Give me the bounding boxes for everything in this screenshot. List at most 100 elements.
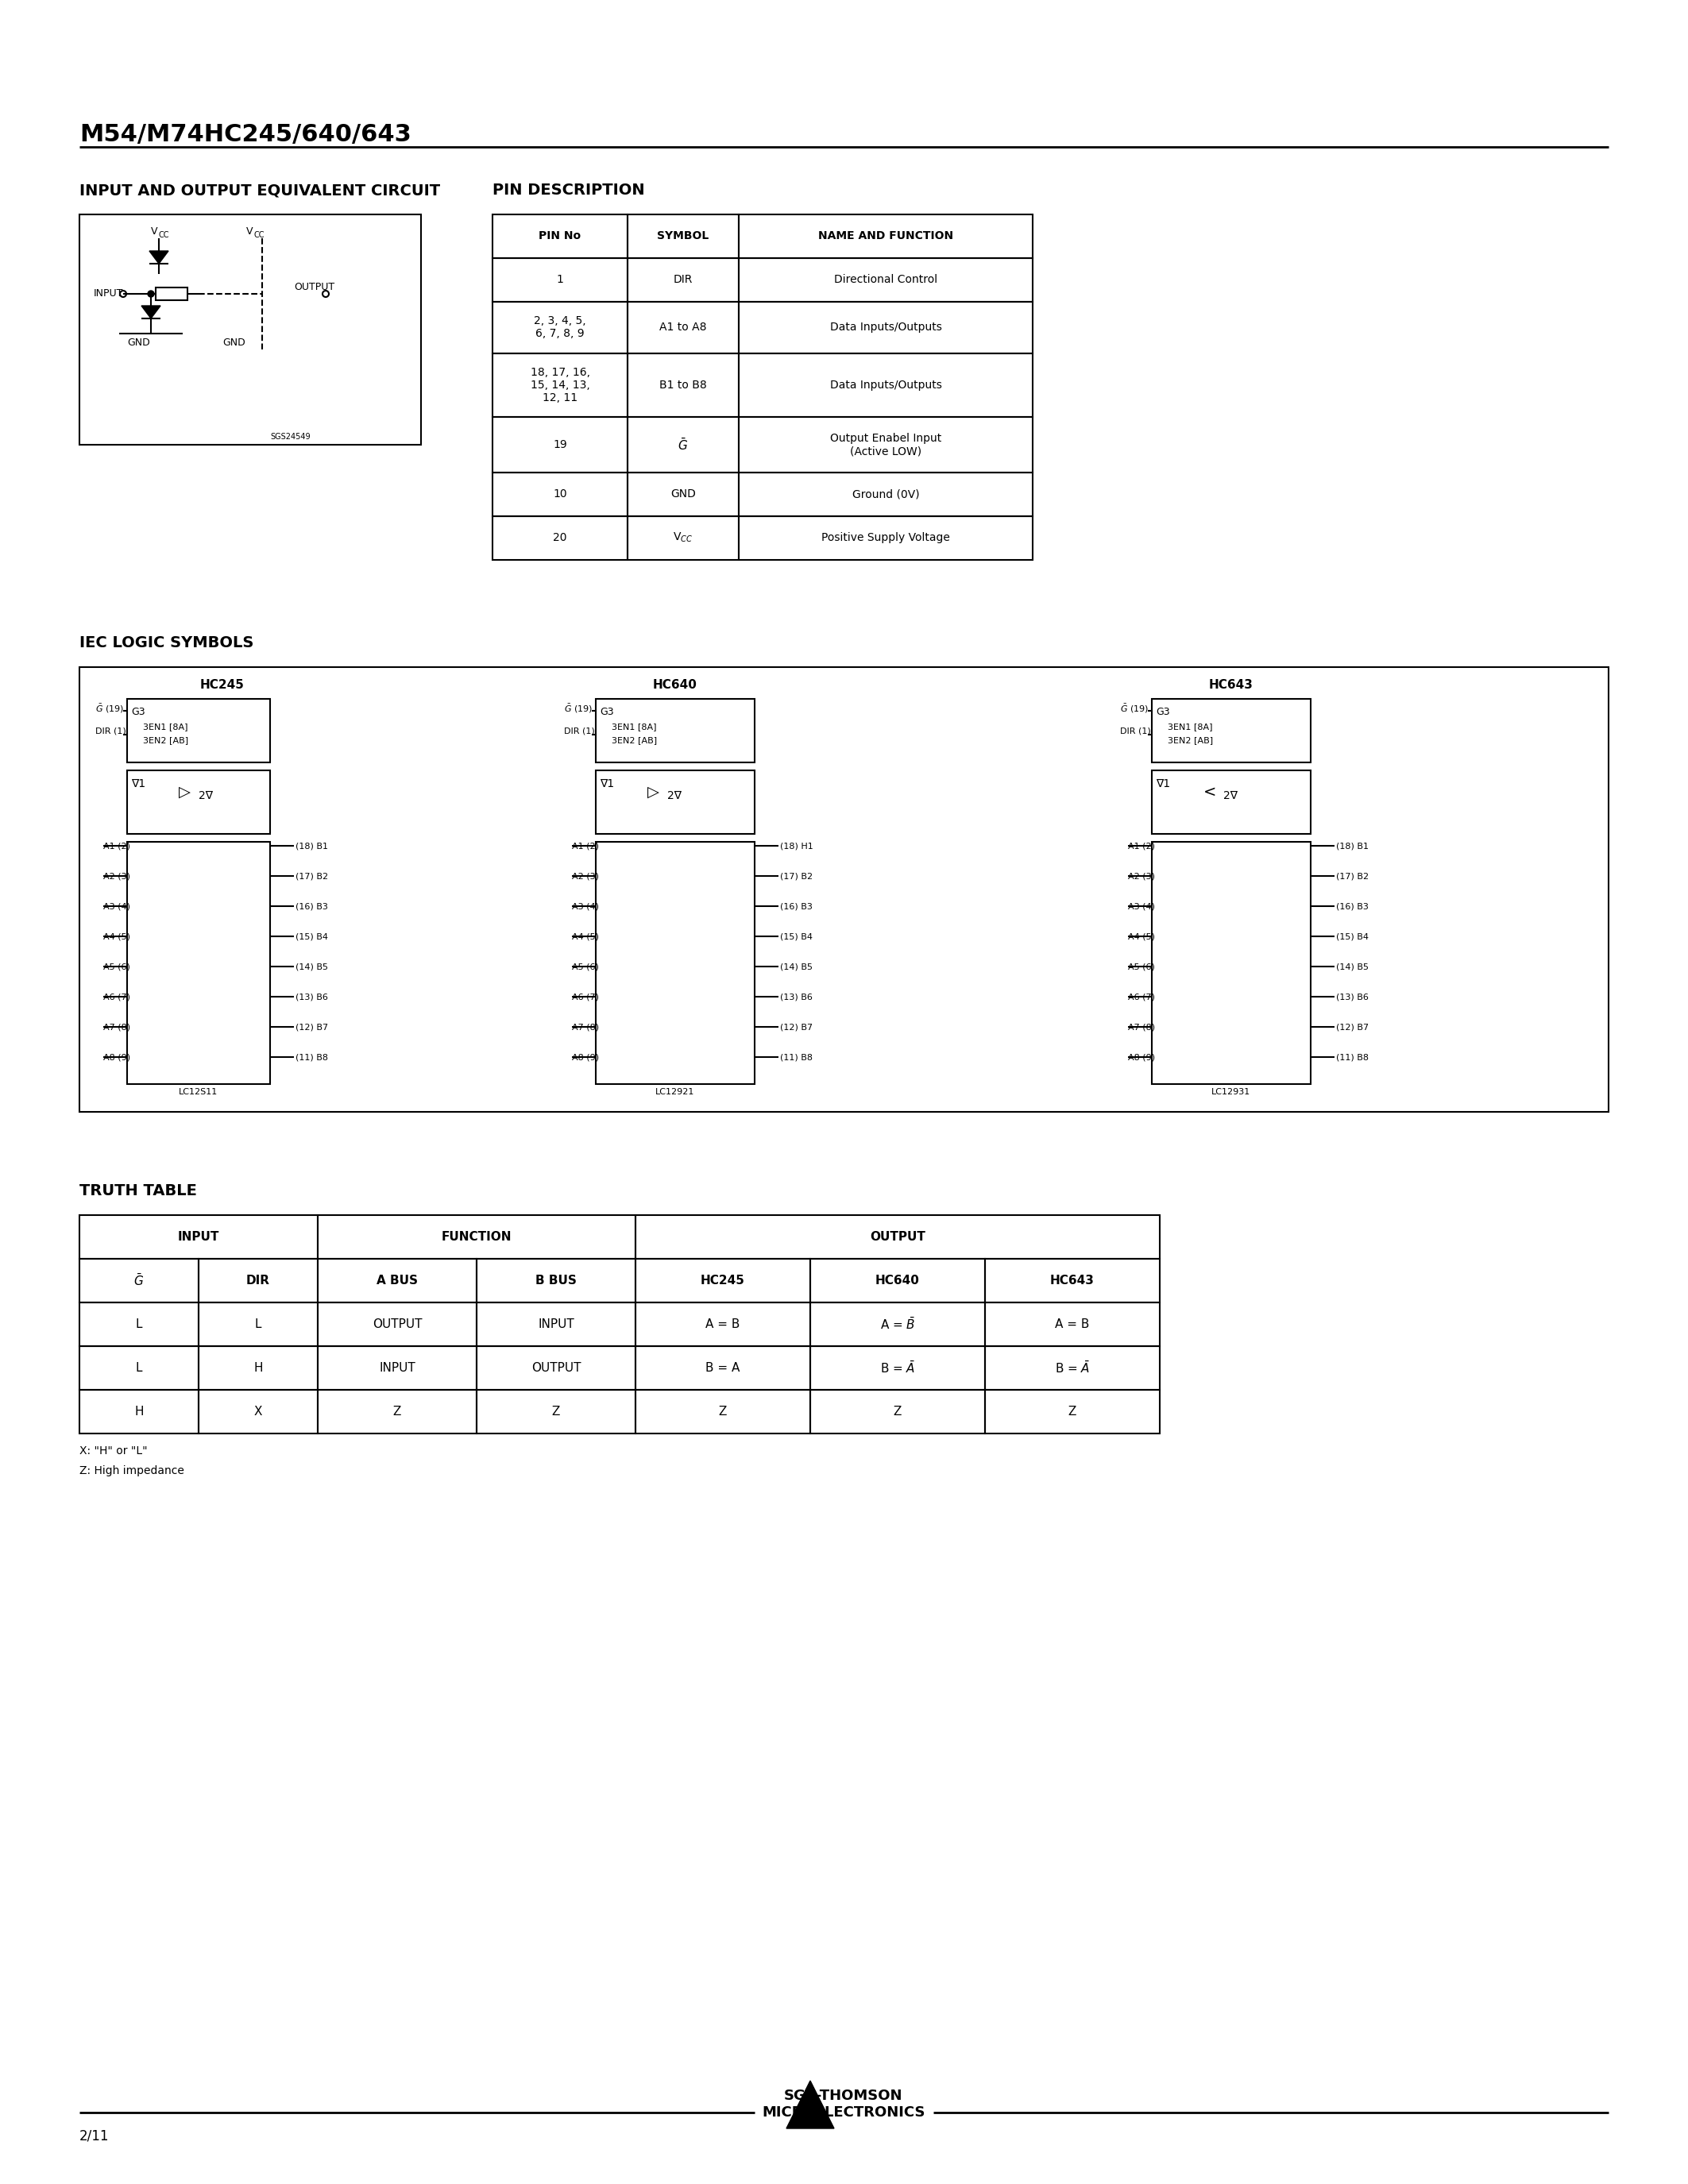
Bar: [810, 1302, 986, 1345]
Bar: [199, 1302, 317, 1345]
Text: A6 (7): A6 (7): [1128, 994, 1155, 1000]
Bar: [596, 771, 755, 834]
Text: <: <: [1204, 784, 1217, 799]
Text: (13) B6: (13) B6: [780, 994, 812, 1000]
Text: DIR: DIR: [246, 1273, 270, 1286]
Text: A4 (5): A4 (5): [572, 933, 599, 941]
Text: 3EN2 [AB]: 3EN2 [AB]: [611, 736, 657, 745]
Text: A2 (3): A2 (3): [572, 871, 599, 880]
Text: 2∇: 2∇: [199, 791, 213, 802]
Bar: [476, 1258, 635, 1302]
Text: PIN DESCRIPTION: PIN DESCRIPTION: [493, 183, 645, 199]
Text: A6 (7): A6 (7): [572, 994, 599, 1000]
Bar: [317, 1214, 635, 1258]
Text: A1 (2): A1 (2): [1128, 841, 1155, 850]
Text: 3EN1 [8A]: 3EN1 [8A]: [611, 723, 657, 732]
Bar: [79, 1302, 199, 1345]
Text: A8 (9): A8 (9): [103, 1053, 130, 1061]
Text: 20: 20: [554, 533, 567, 544]
Text: A8 (9): A8 (9): [572, 1053, 599, 1061]
Polygon shape: [142, 306, 160, 319]
Text: (16) B3: (16) B3: [1337, 902, 1369, 911]
Bar: [628, 515, 739, 559]
Text: 3EN1 [8A]: 3EN1 [8A]: [1168, 723, 1212, 732]
Bar: [127, 841, 270, 1083]
Text: (14) B5: (14) B5: [780, 963, 812, 970]
Text: $\bar{G}$ (19): $\bar{G}$ (19): [95, 703, 123, 714]
Text: L: L: [135, 1317, 142, 1330]
Bar: [199, 1345, 317, 1389]
Text: (15) B4: (15) B4: [1337, 933, 1369, 941]
Text: A1 to A8: A1 to A8: [660, 321, 707, 332]
Text: A2 (3): A2 (3): [103, 871, 130, 880]
Text: SYMBOL: SYMBOL: [657, 229, 709, 242]
Bar: [493, 258, 628, 301]
Bar: [493, 214, 628, 258]
Text: H: H: [135, 1404, 143, 1417]
Text: 3EN2 [AB]: 3EN2 [AB]: [143, 736, 189, 745]
Text: Data Inputs/Outputs: Data Inputs/Outputs: [830, 321, 942, 332]
Text: OUTPUT: OUTPUT: [532, 1361, 581, 1374]
Bar: [635, 1258, 810, 1302]
Text: B = $\bar{A}$: B = $\bar{A}$: [879, 1361, 915, 1376]
Text: L: L: [255, 1317, 262, 1330]
Text: 2, 3, 4, 5,
6, 7, 8, 9: 2, 3, 4, 5, 6, 7, 8, 9: [533, 314, 586, 339]
Bar: [79, 1214, 317, 1258]
Text: ▷: ▷: [648, 784, 660, 799]
Text: Ground (0V): Ground (0V): [852, 489, 920, 500]
Text: FUNCTION: FUNCTION: [442, 1230, 511, 1243]
Text: INPUT AND OUTPUT EQUIVALENT CIRCUIT: INPUT AND OUTPUT EQUIVALENT CIRCUIT: [79, 183, 441, 199]
Bar: [635, 1302, 810, 1345]
Bar: [628, 258, 739, 301]
Text: INPUT: INPUT: [380, 1361, 415, 1374]
Text: B = $\bar{A}$: B = $\bar{A}$: [1055, 1361, 1090, 1376]
Text: 2∇: 2∇: [1224, 791, 1237, 802]
Bar: [127, 771, 270, 834]
Text: $\bar{G}$: $\bar{G}$: [679, 437, 689, 452]
Text: DIR (1): DIR (1): [1121, 727, 1151, 734]
Text: OUTPUT: OUTPUT: [373, 1317, 422, 1330]
Bar: [596, 841, 755, 1083]
Bar: [739, 354, 1033, 417]
Polygon shape: [149, 251, 169, 264]
Text: A1 (2): A1 (2): [103, 841, 130, 850]
Text: HC643: HC643: [1050, 1273, 1094, 1286]
Bar: [986, 1389, 1160, 1433]
Text: B = A: B = A: [706, 1361, 739, 1374]
Text: A4 (5): A4 (5): [1128, 933, 1155, 941]
Text: 3EN2 [AB]: 3EN2 [AB]: [1168, 736, 1214, 745]
Bar: [739, 515, 1033, 559]
Bar: [79, 1345, 199, 1389]
Polygon shape: [787, 2081, 834, 2129]
Bar: [317, 1302, 476, 1345]
Text: Directional Control: Directional Control: [834, 273, 937, 286]
Text: Z: High impedance: Z: High impedance: [79, 1465, 184, 1476]
Text: HC643: HC643: [1209, 679, 1254, 690]
Bar: [493, 472, 628, 515]
Text: HC640: HC640: [876, 1273, 920, 1286]
Bar: [199, 1389, 317, 1433]
Text: H: H: [253, 1361, 263, 1374]
Text: (15) B4: (15) B4: [780, 933, 812, 941]
Bar: [79, 666, 1609, 1112]
Text: X: "H" or "L": X: "H" or "L": [79, 1446, 147, 1457]
Text: DIR (1): DIR (1): [95, 727, 127, 734]
Bar: [986, 1258, 1160, 1302]
Text: TRUTH TABLE: TRUTH TABLE: [79, 1184, 197, 1199]
Text: ∇1: ∇1: [1156, 778, 1170, 788]
Text: B BUS: B BUS: [535, 1273, 577, 1286]
Text: LC12921: LC12921: [655, 1088, 695, 1096]
Bar: [635, 1214, 1160, 1258]
Text: (11) B8: (11) B8: [1337, 1053, 1369, 1061]
Text: (14) B5: (14) B5: [295, 963, 327, 970]
Text: G3: G3: [1156, 708, 1170, 716]
Bar: [199, 1258, 317, 1302]
Text: (11) B8: (11) B8: [295, 1053, 327, 1061]
Text: M54/M74HC245/640/643: M54/M74HC245/640/643: [79, 122, 412, 146]
Text: A = $\bar{B}$: A = $\bar{B}$: [879, 1317, 915, 1332]
Text: Z: Z: [552, 1404, 560, 1417]
Text: ∇1: ∇1: [132, 778, 145, 788]
Text: HC640: HC640: [653, 679, 697, 690]
Text: (13) B6: (13) B6: [295, 994, 327, 1000]
Text: V: V: [246, 227, 253, 236]
